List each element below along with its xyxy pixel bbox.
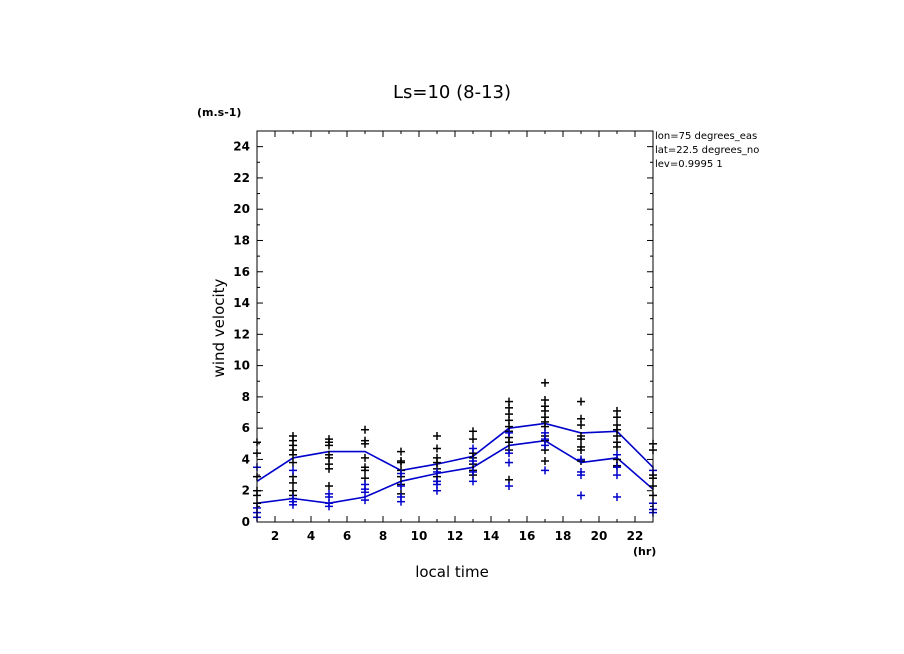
data-point — [469, 457, 477, 466]
data-point — [613, 413, 621, 422]
data-point — [289, 500, 297, 509]
data-point — [289, 458, 297, 467]
data-point — [433, 444, 441, 453]
data-point — [397, 482, 405, 491]
data-point — [577, 446, 585, 455]
data-point — [505, 458, 513, 467]
data-point — [397, 447, 405, 456]
data-point — [613, 450, 621, 459]
x-tick-label: 4 — [307, 529, 315, 543]
info-lat: lat=22.5 degrees_no — [655, 145, 759, 156]
y-axis-title: wind velocity — [210, 278, 228, 377]
data-point — [469, 467, 477, 476]
data-point — [505, 438, 513, 447]
data-point — [469, 444, 477, 453]
data-point — [433, 431, 441, 440]
info-lev: lev=0.9995 1 — [655, 159, 723, 170]
series-layer — [253, 378, 657, 522]
y-tick-label: 22 — [233, 171, 250, 185]
y-tick-label: 6 — [242, 421, 250, 435]
data-point — [577, 397, 585, 406]
data-point — [613, 471, 621, 480]
data-point — [361, 496, 369, 505]
x-tick-label: 18 — [555, 529, 572, 543]
y-tick-label: 24 — [233, 140, 250, 154]
series-line — [256, 422, 654, 482]
data-point — [361, 488, 369, 497]
data-point — [433, 486, 441, 495]
data-point — [361, 425, 369, 434]
data-point — [613, 442, 621, 451]
data-point — [577, 421, 585, 430]
data-point — [469, 435, 477, 444]
data-point — [577, 455, 585, 464]
data-point — [325, 482, 333, 491]
x-tick-label: 2 — [271, 529, 279, 543]
data-point — [325, 464, 333, 473]
data-point — [397, 497, 405, 506]
data-point — [613, 463, 621, 472]
data-point — [505, 428, 513, 437]
y-tick-label: 20 — [233, 202, 250, 216]
data-point — [541, 441, 549, 450]
x-tick-label: 12 — [447, 529, 464, 543]
data-point — [505, 482, 513, 491]
data-point — [577, 471, 585, 480]
data-point — [577, 435, 585, 444]
x-tick-label: 6 — [343, 529, 351, 543]
data-point — [541, 378, 549, 387]
data-point — [325, 502, 333, 511]
chart-title: Ls=10 (8-13) — [393, 82, 511, 103]
data-point — [289, 478, 297, 487]
data-point — [397, 469, 405, 478]
y-unit-label: (m.s-1) — [197, 106, 241, 119]
y-tick-label: 8 — [242, 390, 250, 404]
y-tick-label: 14 — [233, 296, 250, 310]
x-tick-label: 8 — [379, 529, 387, 543]
y-tick-label: 10 — [233, 359, 250, 373]
series-line — [256, 439, 654, 505]
x-tick-label: 16 — [519, 529, 536, 543]
data-point — [469, 427, 477, 436]
x-unit-label: (hr) — [633, 545, 656, 558]
y-tick-label: 2 — [242, 484, 250, 498]
x-tick-label: 20 — [591, 529, 608, 543]
data-point — [541, 457, 549, 466]
data-point — [433, 467, 441, 476]
data-point — [577, 491, 585, 500]
data-point — [361, 439, 369, 448]
data-point — [505, 449, 513, 458]
y-tick-label: 4 — [242, 452, 250, 466]
data-point — [361, 453, 369, 462]
y-tick-label: 18 — [233, 233, 250, 247]
data-point — [325, 441, 333, 450]
x-tick-label: 14 — [483, 529, 500, 543]
y-tick-label: 16 — [233, 265, 250, 279]
info-lon: lon=75 degrees_eas — [655, 131, 757, 142]
data-point — [541, 466, 549, 475]
x-tick-label: 22 — [627, 529, 644, 543]
y-tick-label: 12 — [233, 327, 250, 341]
data-point — [397, 458, 405, 467]
data-point — [613, 492, 621, 501]
data-point — [289, 450, 297, 459]
x-tick-label: 10 — [411, 529, 428, 543]
y-tick-label: 0 — [242, 515, 250, 529]
data-point — [469, 477, 477, 486]
data-point — [289, 466, 297, 475]
plot-frame — [256, 130, 654, 523]
x-axis-title: local time — [415, 563, 489, 581]
data-point — [361, 466, 369, 475]
